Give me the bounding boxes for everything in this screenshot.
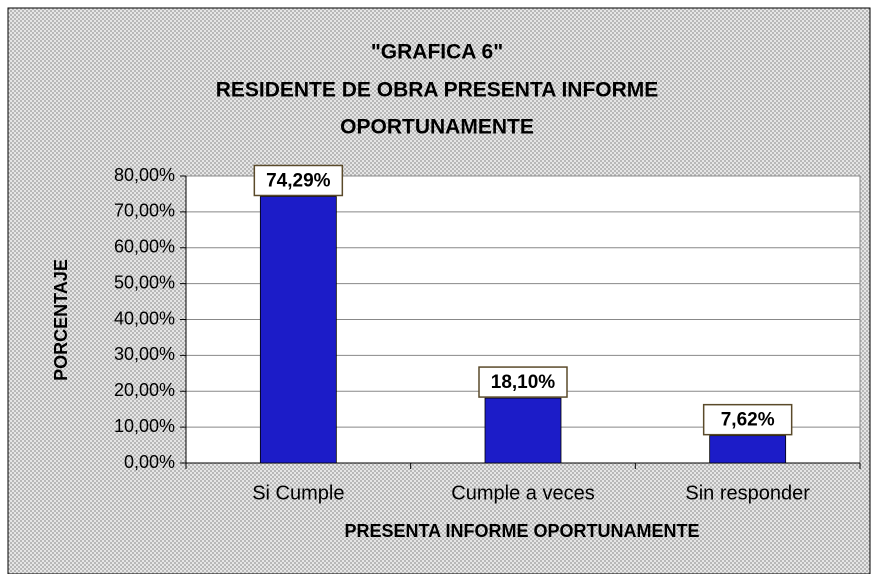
y-tick-label: 50,00%	[114, 272, 175, 292]
data-label: 74,29%	[266, 171, 331, 192]
y-tick-label: 60,00%	[114, 237, 175, 257]
y-tick-label: 20,00%	[114, 380, 175, 400]
data-label-box	[702, 403, 793, 436]
chart-title: "GRAFICA 6"	[371, 41, 503, 64]
data-label: 18,10%	[491, 372, 556, 393]
y-tick-label: 0,00%	[124, 452, 175, 472]
y-tick-label: 70,00%	[114, 201, 175, 221]
bar	[259, 196, 337, 464]
y-axis-label: PORCENTAJE	[51, 259, 71, 381]
x-tick-label: Sin responder	[685, 482, 810, 504]
chart-title: OPORTUNAMENTE	[340, 116, 534, 139]
x-tick-label: Si Cumple	[252, 482, 344, 504]
y-tick-label: 80,00%	[114, 165, 175, 185]
y-tick-label: 30,00%	[114, 344, 175, 364]
x-tick-label: Cumple a veces	[451, 482, 594, 504]
y-tick-label: 10,00%	[114, 416, 175, 436]
y-tick-label: 40,00%	[114, 308, 175, 328]
data-label: 7,62%	[721, 410, 775, 431]
bar	[709, 435, 787, 464]
data-label-box	[253, 164, 344, 197]
bar	[484, 397, 562, 464]
chart-title: RESIDENTE DE OBRA PRESENTA INFORME	[216, 79, 659, 102]
x-axis-label: PRESENTA INFORME OPORTUNAMENTE	[344, 521, 699, 541]
data-label-box	[478, 366, 568, 398]
